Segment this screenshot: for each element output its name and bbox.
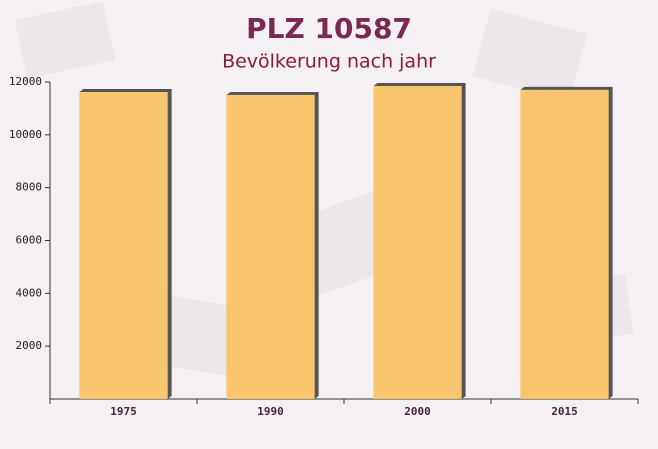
chart-title: PLZ 10587	[246, 12, 412, 45]
y-tick-label: 6000	[16, 234, 43, 247]
x-tick-label: 1975	[110, 405, 137, 418]
bar	[226, 94, 315, 400]
y-tick-label: 10000	[9, 128, 42, 141]
chart-subtitle: Bevölkerung nach jahr	[222, 51, 436, 73]
y-tick-label: 8000	[16, 181, 43, 194]
y-tick-label: 12000	[9, 75, 42, 88]
y-tick-label: 2000	[16, 339, 43, 352]
x-tick-label: 2015	[551, 405, 578, 418]
x-tick-label: 1990	[257, 405, 284, 418]
x-tick-label: 2000	[404, 405, 431, 418]
y-tick-label: 4000	[16, 286, 43, 299]
bar	[373, 85, 462, 400]
bar	[79, 92, 168, 399]
bar	[520, 89, 609, 400]
